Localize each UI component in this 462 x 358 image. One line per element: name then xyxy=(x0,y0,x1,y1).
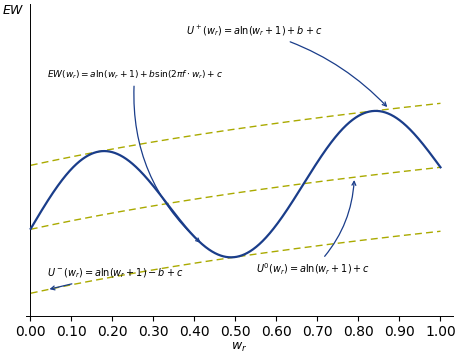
Text: $U^-(w_r)=a\ln(w_r+1)-b+c$: $U^-(w_r)=a\ln(w_r+1)-b+c$ xyxy=(47,267,183,290)
Text: $U^+(w_r)=a\ln(w_r+1)+b+c$: $U^+(w_r)=a\ln(w_r+1)+b+c$ xyxy=(186,23,386,106)
Text: $EW(w_r)=a\ln(w_r+1)+b\sin(2\pi f\cdot w_r)+c$: $EW(w_r)=a\ln(w_r+1)+b\sin(2\pi f\cdot w… xyxy=(47,68,223,242)
Text: $U^0(w_r)=a\ln(w_r+1)+c$: $U^0(w_r)=a\ln(w_r+1)+c$ xyxy=(256,182,370,277)
Y-axis label: $EW$: $EW$ xyxy=(2,4,25,16)
X-axis label: $w_r$: $w_r$ xyxy=(231,341,248,354)
